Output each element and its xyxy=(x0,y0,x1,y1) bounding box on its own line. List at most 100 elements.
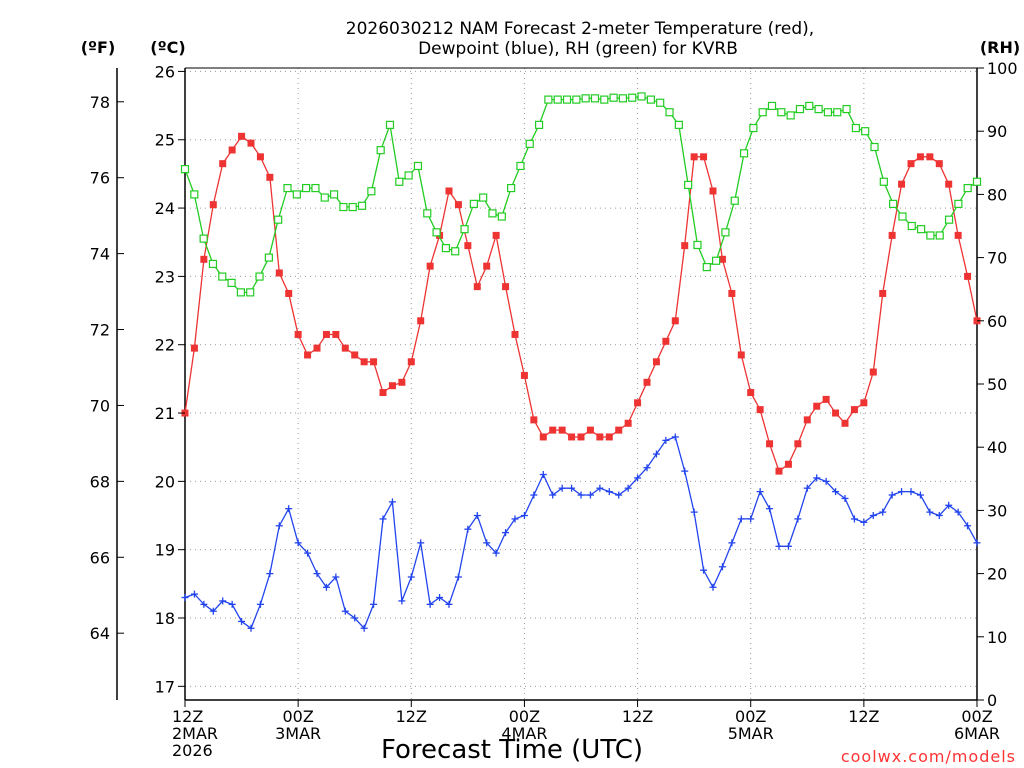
rh-tick-label: 50 xyxy=(987,375,1007,394)
temperature-point xyxy=(945,180,953,188)
temperature-point xyxy=(681,242,689,250)
dewpoint-point xyxy=(586,491,594,499)
rh-point xyxy=(972,177,982,186)
rh-tick-label: 40 xyxy=(987,438,1007,457)
dewpoint-point xyxy=(813,474,821,482)
fahrenheit-tick-label: 64 xyxy=(90,624,110,643)
temperature-point xyxy=(596,433,604,441)
dewpoint-point xyxy=(473,512,481,520)
temperature-point xyxy=(615,426,623,434)
temperature-point xyxy=(756,406,764,414)
dewpoint-point xyxy=(700,566,708,574)
dewpoint-point xyxy=(690,508,698,516)
rh-point xyxy=(339,202,348,212)
temperature-point xyxy=(860,399,868,407)
dewpoint-point xyxy=(766,505,774,513)
temperature-point xyxy=(502,283,510,291)
rh-point xyxy=(441,244,450,253)
celsius-tick-label: 22 xyxy=(155,336,175,355)
rh-point xyxy=(432,228,441,237)
x-tick-label: 00Z xyxy=(961,707,992,726)
dewpoint-point xyxy=(209,607,217,615)
dewpoint-point xyxy=(238,617,246,625)
dewpoint-point xyxy=(520,512,528,520)
rh-point xyxy=(907,221,916,231)
dewpoint-point xyxy=(615,491,623,499)
dewpoint-point xyxy=(464,525,472,533)
fahrenheit-tick-label: 70 xyxy=(90,396,110,415)
dewpoint-point xyxy=(832,488,840,496)
dewpoint-point xyxy=(445,600,453,608)
temperature-point xyxy=(869,368,877,376)
rh-point xyxy=(963,183,972,193)
temperature-point xyxy=(238,132,246,140)
rh-tick-label: 60 xyxy=(987,312,1007,331)
rh-point xyxy=(274,215,283,224)
rh-point xyxy=(684,180,693,190)
dewpoint-point xyxy=(935,512,943,520)
temperature-point xyxy=(803,416,811,424)
rh-point xyxy=(264,253,273,262)
fahrenheit-tick-label: 72 xyxy=(90,321,110,340)
rh-point xyxy=(376,146,385,155)
temperature-point xyxy=(624,419,632,427)
temperature-point xyxy=(775,467,783,475)
fahrenheit-unit-label: (ºF) xyxy=(81,38,116,57)
temperature-point xyxy=(275,269,283,277)
x-tick-label: 12Z xyxy=(396,707,427,726)
dewpoint-point xyxy=(850,515,858,523)
temperature-point xyxy=(398,378,406,386)
rh-point xyxy=(395,177,404,186)
rh-point xyxy=(889,199,898,208)
x-tick-label: 3MAR xyxy=(275,724,321,743)
x-tick-label: 12Z xyxy=(622,707,653,726)
celsius-tick-label: 20 xyxy=(155,472,175,491)
dewpoint-point xyxy=(888,491,896,499)
dewpoint-point xyxy=(671,433,679,441)
rh-point xyxy=(404,171,413,180)
temperature-point xyxy=(718,255,726,263)
temperature-point xyxy=(850,406,858,414)
rh-point xyxy=(861,127,870,136)
rh-point xyxy=(777,108,786,117)
credit-text: coolwx.com/models xyxy=(841,747,1016,766)
temperature-point xyxy=(511,330,519,338)
temperature-point xyxy=(266,173,274,181)
dewpoint-point xyxy=(718,563,726,571)
fahrenheit-tick-label: 74 xyxy=(90,245,110,264)
fahrenheit-tick-label: 78 xyxy=(90,93,110,112)
fahrenheit-tick-label: 66 xyxy=(90,548,110,567)
temperature-point xyxy=(407,358,415,366)
rh-point xyxy=(712,256,721,265)
temperature-point xyxy=(888,231,896,239)
grid-layer xyxy=(184,68,978,700)
dewpoint-point xyxy=(954,508,962,516)
rh-point xyxy=(218,272,227,281)
dewpoint-point xyxy=(341,607,349,615)
temperature-point xyxy=(530,416,538,424)
temperature-point xyxy=(200,255,208,263)
temperature-point xyxy=(539,433,547,441)
temperature-point xyxy=(219,160,227,168)
dewpoint-line xyxy=(184,436,978,630)
temperature-point xyxy=(256,153,264,161)
dewpoint-point xyxy=(624,484,632,492)
rh-point xyxy=(702,262,711,272)
rh-tick-label: 10 xyxy=(987,628,1007,647)
temperature-point xyxy=(747,389,755,397)
rh-point xyxy=(926,231,935,240)
rh-point xyxy=(385,120,395,129)
dewpoint-point xyxy=(973,539,981,547)
rh-point xyxy=(609,93,618,102)
rh-point xyxy=(674,120,683,129)
rh-point xyxy=(758,108,767,117)
celsius-tick-label: 19 xyxy=(155,541,175,560)
dewpoint-point xyxy=(266,570,274,578)
temperature-point xyxy=(285,289,293,297)
x-tick-label: 6MAR xyxy=(954,724,1000,743)
dewpoint-point xyxy=(313,570,321,578)
rh-point xyxy=(357,201,367,210)
series-rh xyxy=(180,92,982,297)
dewpoint-point xyxy=(775,542,783,550)
